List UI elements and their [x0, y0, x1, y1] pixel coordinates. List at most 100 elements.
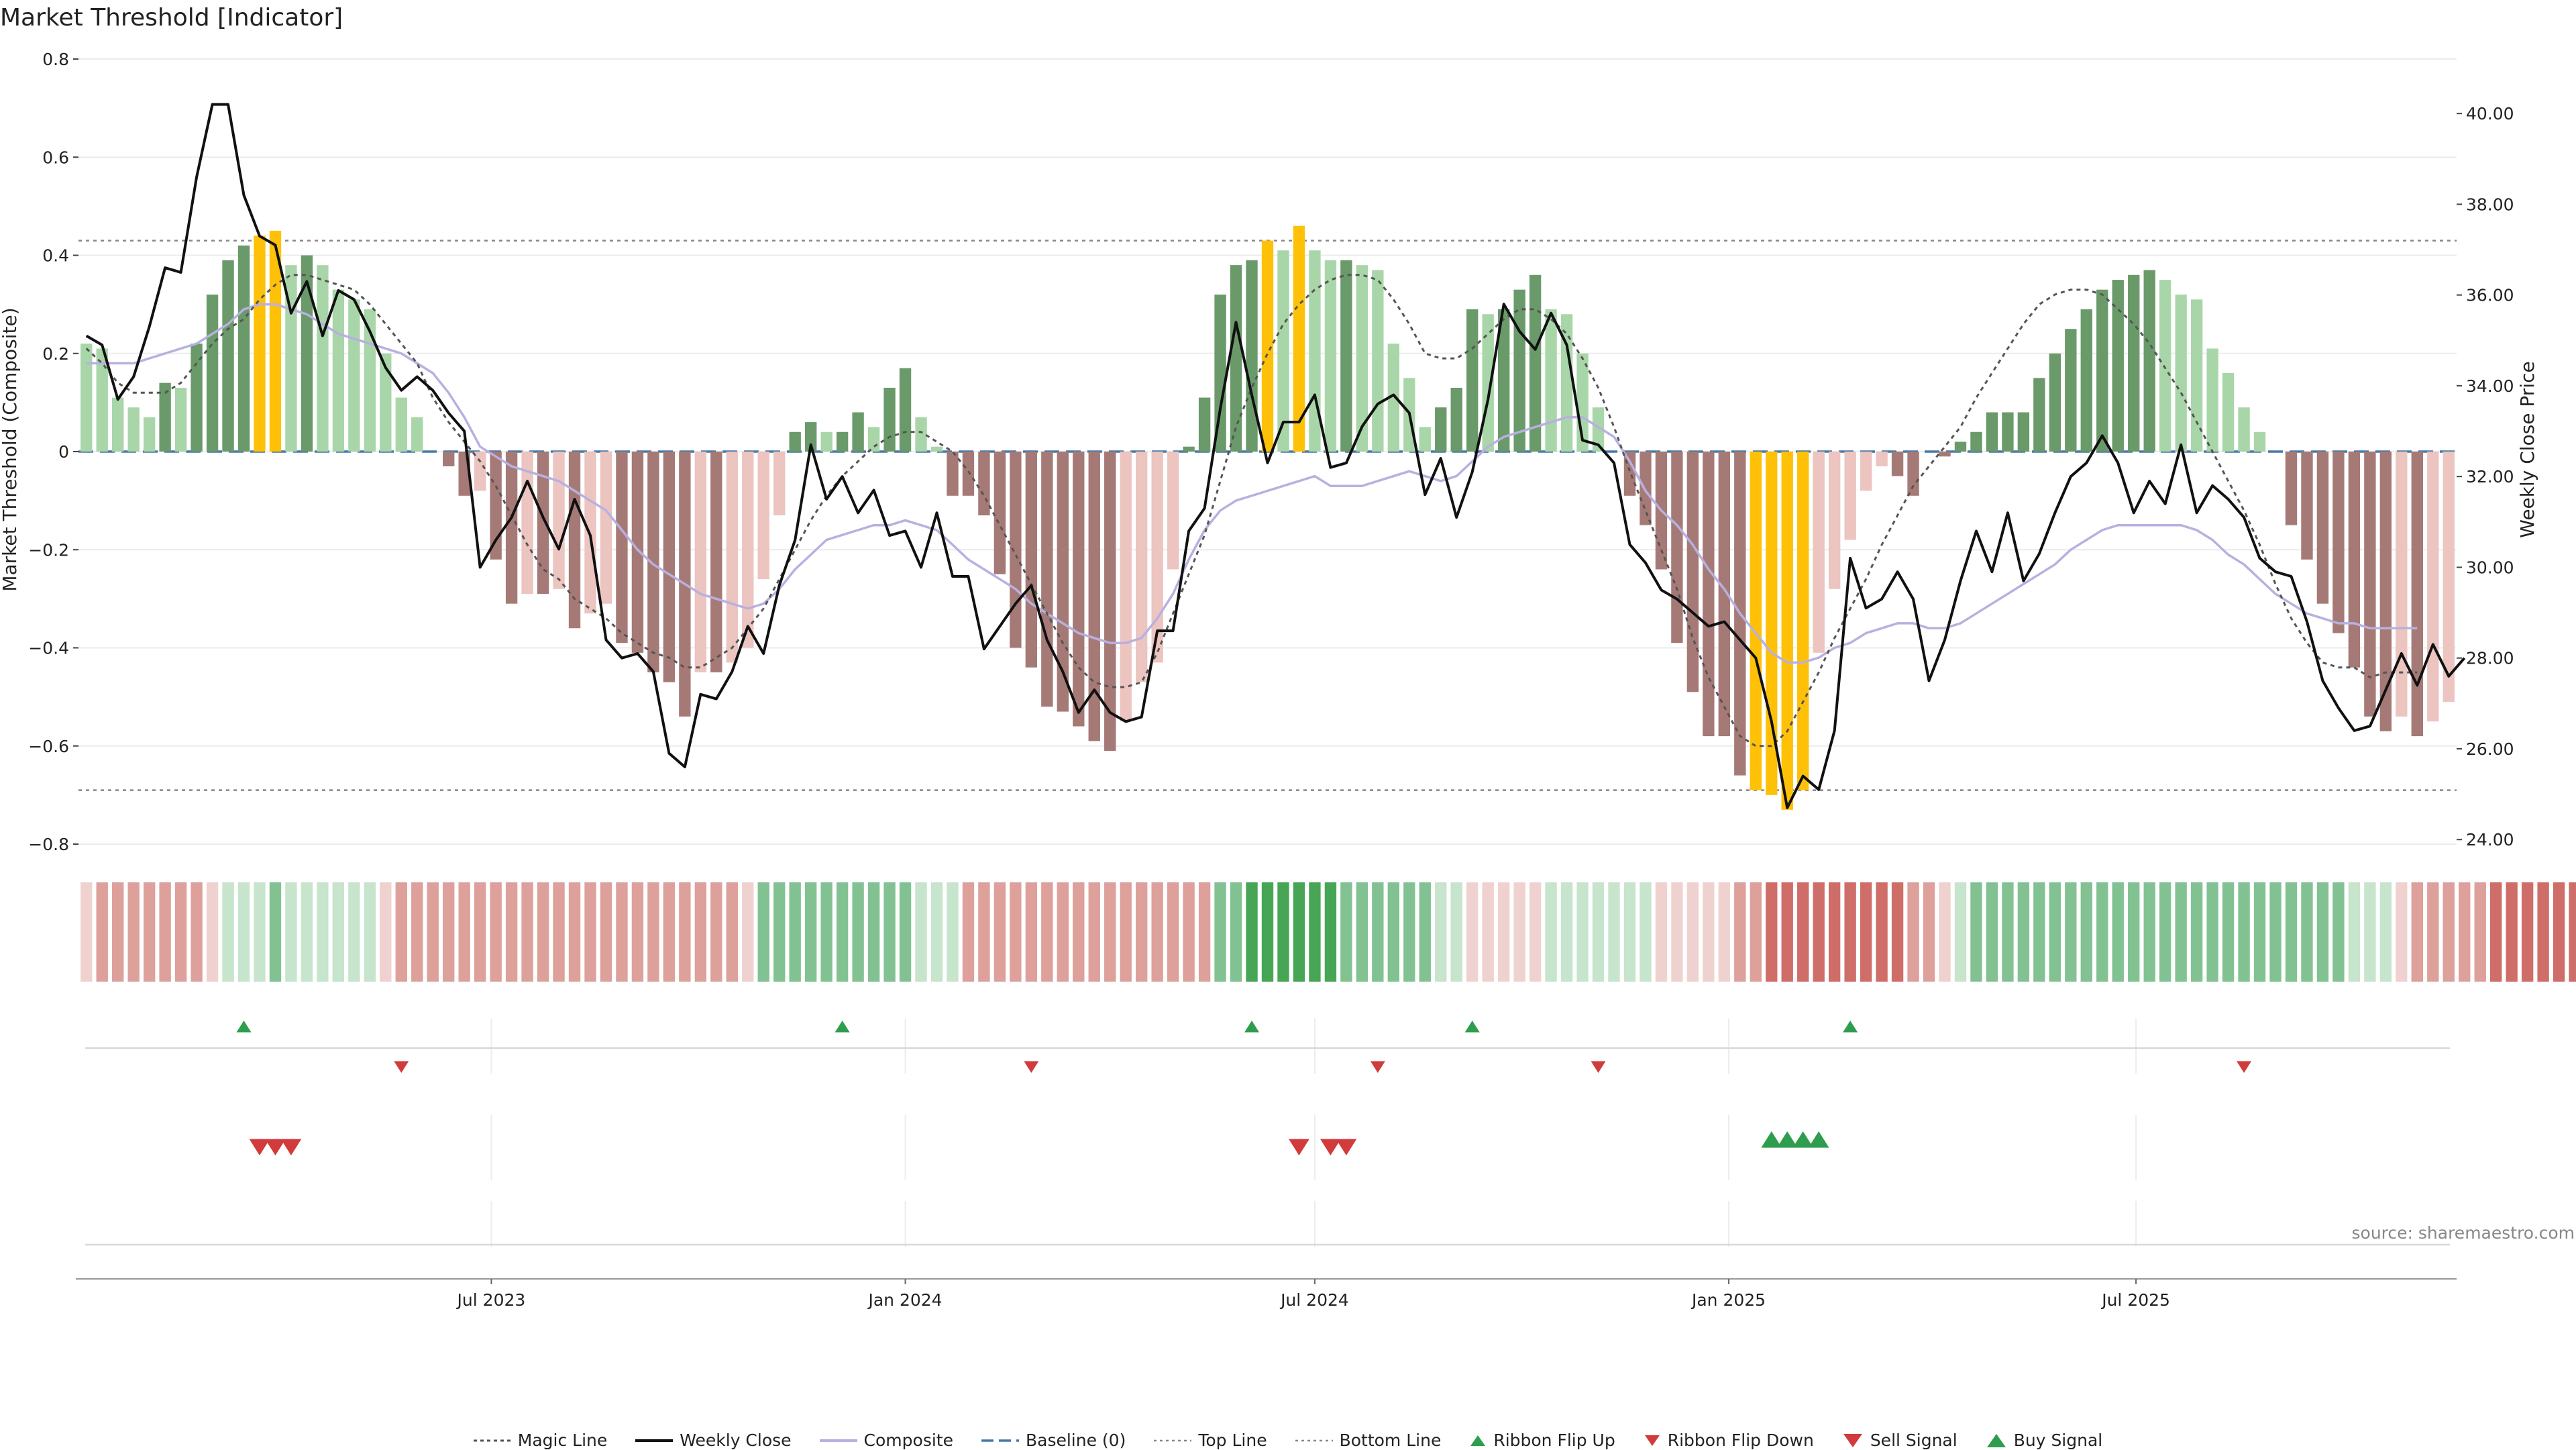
y-right-tick-label: 30.00 [2466, 558, 2514, 577]
composite-bar [1797, 452, 1809, 790]
lavender-line-icon [819, 1433, 857, 1449]
legend-label: Baseline (0) [1025, 1431, 1126, 1450]
dotted-line-light-icon [1154, 1433, 1192, 1449]
composite-bar [1088, 452, 1100, 741]
composite-bar [2190, 299, 2203, 452]
legend-label: Ribbon Flip Down [1667, 1431, 1814, 1450]
series-lines-layer [85, 103, 2466, 809]
y-right-tick-label: 38.00 [2466, 195, 2514, 214]
composite-bar [395, 397, 407, 452]
ribbon-cell [1183, 882, 1195, 982]
composite-bar [1939, 452, 1951, 457]
composite-bar [2443, 452, 2455, 702]
ribbon-flip-down-marker [2237, 1061, 2252, 1073]
composite-bar [1309, 250, 1321, 452]
ribbon-cell [285, 882, 297, 982]
ribbon-cell [2332, 882, 2345, 982]
y-axis-label-left: Market Threshold (Composite) [0, 307, 21, 591]
composite-bar [647, 452, 659, 673]
composite-bar [191, 344, 203, 452]
weekly-close-line [85, 103, 2466, 809]
legend-label: Magic Line [517, 1431, 608, 1450]
ribbon-cell [1828, 882, 1841, 982]
legend-item-top: Top Line [1154, 1431, 1267, 1450]
ribbon-cell [789, 882, 801, 982]
ribbon-cell [1387, 882, 1400, 982]
composite-bar [222, 260, 234, 452]
ribbon-cell [1261, 882, 1274, 982]
y-tick-label: −0.6 [28, 737, 69, 756]
y-axis-label-right: Weekly Close Price [2516, 361, 2538, 537]
y-tick-label: 0.2 [42, 344, 69, 364]
composite-bar [112, 397, 124, 452]
ribbon-cell [2159, 882, 2171, 982]
composite-bar [1041, 452, 1053, 707]
ribbon-cell [1293, 882, 1305, 982]
composite-bar [174, 387, 187, 452]
ribbon-cell [96, 882, 108, 982]
composite-bar [1293, 225, 1305, 452]
ribbon-flip-down-marker [1370, 1061, 1385, 1073]
ribbon-cell [2411, 882, 2423, 982]
composite-bar [1214, 295, 1226, 452]
x-tick-label: Jul 2023 [456, 1290, 526, 1310]
composite-bar [710, 452, 722, 673]
ribbon-cell [1640, 882, 1652, 982]
composite-bar [1230, 265, 1242, 452]
ribbon-cell [1246, 882, 1258, 982]
ribbon-cell [1135, 882, 1148, 982]
buy-signal-marker [1792, 1131, 1814, 1148]
legend-label: Ribbon Flip Up [1493, 1431, 1615, 1450]
ribbon-cell [1057, 882, 1069, 982]
composite-bar [2348, 452, 2361, 668]
ribbon-cell [521, 882, 533, 982]
ribbon-cell [1120, 882, 1132, 982]
composite-bar [915, 417, 927, 452]
ribbon-cell [915, 882, 927, 982]
composite-bar [96, 348, 108, 452]
legend-item-buy: Buy Signal [1986, 1431, 2102, 1450]
composite-bar [2143, 270, 2155, 452]
ribbon-cell [2112, 882, 2124, 982]
x-axis: Jul 2023 Jan 2024 Jul 2024 Jan 2025 Jul 2025 [76, 1278, 2457, 1310]
ribbon-cell [1372, 882, 1384, 982]
legend-label: Bottom Line [1339, 1431, 1442, 1450]
ribbon-cell [2364, 882, 2376, 982]
y-tick-label: −0.8 [28, 835, 69, 854]
legend-item-composite: Composite [819, 1431, 953, 1450]
ribbon-cell [2049, 882, 2061, 982]
composite-bar [2096, 289, 2108, 452]
y-right-tick-label: 24.00 [2466, 830, 2514, 849]
ribbon-cell [112, 882, 124, 982]
composite-bar [663, 452, 676, 682]
ribbon-cell [994, 882, 1006, 982]
composite-bar [742, 452, 754, 648]
solid-line-icon [635, 1433, 674, 1449]
ribbon-flip-down-marker [394, 1061, 409, 1073]
legend-item-magic: Magic Line [473, 1431, 608, 1450]
ribbon-cell [2553, 882, 2565, 982]
ribbon-cell [380, 882, 392, 982]
ribbon-cell [742, 882, 754, 982]
composite-bar [2049, 353, 2061, 452]
ribbon-cell [1939, 882, 1951, 982]
composite-bar [1640, 452, 1652, 525]
composite-bar [1198, 397, 1211, 452]
ribbon-cell [1545, 882, 1557, 982]
composite-bar [2033, 378, 2045, 452]
ribbon-cell [159, 882, 171, 982]
legend-label: Sell Signal [1870, 1431, 1957, 1450]
composite-bar [1750, 452, 1762, 790]
composite-bar [1513, 289, 1525, 452]
composite-bar [2017, 412, 2030, 452]
triangle-down-small-icon [1644, 1433, 1661, 1449]
y-right-tick-label: 26.00 [2466, 739, 2514, 759]
composite-bar [1497, 309, 1510, 452]
ribbon-cell [2348, 882, 2361, 982]
composite-bar [2159, 280, 2171, 452]
composite-bar [947, 452, 959, 496]
composite-bar [2238, 407, 2250, 452]
y-tick-label: −0.4 [28, 639, 69, 658]
ribbon-cell [1309, 882, 1321, 982]
